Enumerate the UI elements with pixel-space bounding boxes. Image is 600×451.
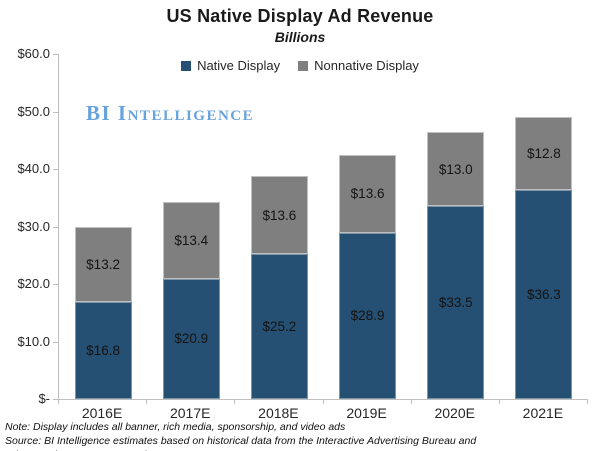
x-axis-tick-6 [587, 400, 588, 404]
y-axis-tick-10 [53, 342, 58, 343]
chart-legend: Native Display Nonnative Display [0, 58, 600, 73]
legend-label-nonnative-display: Nonnative Display [314, 58, 419, 73]
x-axis-tick-1 [146, 400, 147, 404]
nonnative-display-swatch-icon [298, 60, 309, 71]
bar-segment-native-display-2016e: $16.8 [74, 302, 132, 399]
chart-subtitle: Billions [274, 29, 326, 45]
bar-segment-nonnative-display-2019e: $13.6 [339, 154, 397, 233]
y-axis-label-10: $10.0 [17, 333, 50, 349]
y-axis-tick-50 [53, 112, 58, 113]
x-axis-label-2020e: 2020E [434, 405, 475, 421]
plot-area: $16.8 $13.2 $20.9 $13.4 $25.2 $13.6 $28.9 $13.6… [58, 54, 588, 400]
data-label-native-display-2017e: $20.9 [174, 331, 209, 347]
bar-segment-nonnative-display-2016e: $13.2 [74, 226, 132, 303]
bar-segment-nonnative-display-2018e: $13.6 [250, 175, 308, 255]
data-label-nonnative-display-2021e: $12.8 [527, 145, 561, 161]
y-axis-tick-0 [53, 399, 58, 400]
chart-title: US Native Display Ad Revenue [166, 6, 434, 26]
x-axis-label-2016e: 2016E [81, 405, 123, 421]
data-label-native-display-2016e: $16.8 [86, 343, 120, 359]
x-axis-tick-2 [234, 400, 235, 404]
y-axis-tick-20 [53, 284, 58, 285]
y-axis-tick-40 [53, 169, 58, 170]
native-display-swatch-icon [181, 60, 192, 71]
data-label-nonnative-display-2019e: $13.6 [350, 186, 385, 202]
x-axis-tick-5 [499, 400, 500, 404]
data-label-nonnative-display-2020e: $13.0 [438, 161, 473, 177]
y-axis-tick-60 [53, 54, 58, 55]
footnotes: Note: Display includes all banner, rich … [5, 421, 597, 451]
legend-item-native-display: Native Display [181, 58, 280, 73]
data-label-nonnative-display-2016e: $13.2 [86, 256, 120, 272]
data-label-native-display-2020e: $33.5 [438, 295, 473, 311]
y-axis-label-50: $50.0 [17, 103, 50, 119]
y-axis-label-60: $60.0 [17, 46, 50, 61]
x-axis-label-2021e: 2021E [522, 405, 564, 421]
bar-segment-native-display-2021e: $36.3 [515, 190, 573, 399]
bar-segment-nonnative-display-2021e: $12.8 [515, 116, 573, 191]
y-axis-label-40: $40.0 [17, 161, 50, 176]
bar-segment-nonnative-display-2017e: $13.4 [162, 201, 220, 279]
data-label-nonnative-display-2018e: $13.6 [262, 207, 297, 223]
bar-segment-native-display-2018e: $25.2 [250, 254, 308, 399]
data-label-native-display-2021e: $36.3 [527, 287, 561, 303]
source-text: Source: BI Intelligence estimates based … [5, 434, 477, 451]
data-label-nonnative-display-2017e: $13.4 [174, 232, 209, 248]
x-axis-label-2017e: 2017E [169, 405, 211, 421]
y-axis-label-0: $- [38, 391, 50, 406]
bar-segment-nonnative-display-2020e: $13.0 [427, 131, 485, 207]
legend-label-native-display: Native Display [197, 58, 281, 73]
bi-intelligence-logo: BI Intelligence [86, 101, 255, 125]
data-label-native-display-2018e: $25.2 [262, 319, 297, 335]
x-axis-tick-0 [58, 400, 59, 404]
x-axis-tick-3 [323, 400, 324, 404]
bar-segment-native-display-2017e: $20.9 [162, 278, 220, 399]
y-axis-label-30: $30.0 [17, 218, 50, 234]
bar-segment-native-display-2020e: $33.5 [427, 206, 485, 399]
legend-item-nonnative-display: Nonnative Display [298, 58, 419, 73]
bar-segment-native-display-2019e: $28.9 [339, 232, 397, 399]
y-axis-label-20: $20.0 [17, 276, 50, 291]
x-axis-tick-4 [411, 400, 412, 404]
y-axis-tick-30 [53, 227, 58, 228]
note-text: Note: Display includes all banner, rich … [5, 421, 346, 433]
data-label-native-display-2019e: $28.9 [350, 308, 385, 324]
x-axis-label-2018e: 2018E [258, 405, 299, 421]
x-axis-label-2019e: 2019E [346, 405, 387, 421]
